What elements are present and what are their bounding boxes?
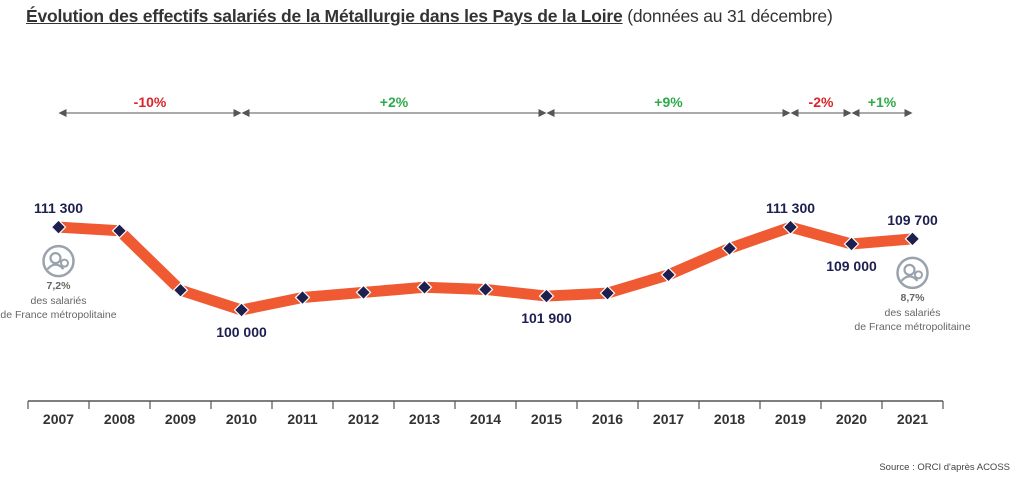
x-tick-label: 2011 bbox=[287, 411, 318, 427]
data-label: 111 300 bbox=[34, 200, 83, 216]
data-point bbox=[660, 266, 677, 283]
data-labels: 111 300 100 000 101 900 111 300 109 000 109 7… bbox=[34, 200, 938, 340]
x-tick-label: 2020 bbox=[836, 411, 867, 427]
share-percent: 7,2% bbox=[47, 280, 72, 292]
x-tick-label: 2016 bbox=[592, 411, 623, 427]
series-line-path bbox=[53, 221, 918, 316]
period-arrows: -10% +2% +9% -2% +1% bbox=[58, 94, 913, 117]
title-subtitle: (données au 31 décembre) bbox=[627, 6, 833, 26]
period-change-label: +1% bbox=[868, 94, 897, 110]
data-points bbox=[50, 219, 921, 318]
period-change-label: -2% bbox=[809, 94, 834, 110]
share-line-1: des salariés bbox=[30, 295, 86, 307]
data-point bbox=[111, 222, 128, 239]
data-label: 109 700 bbox=[887, 212, 938, 228]
data-label: 101 900 bbox=[521, 310, 572, 326]
x-tick-label: 2013 bbox=[409, 411, 440, 427]
x-tick-label: 2018 bbox=[714, 411, 745, 427]
period-change-label: -10% bbox=[134, 94, 167, 110]
x-axis: 2007 2008 2009 2010 2011 2012 2013 2014 2015 2016… bbox=[27, 400, 944, 427]
data-point bbox=[172, 282, 189, 299]
data-point bbox=[355, 284, 372, 301]
user-group-icon bbox=[896, 256, 929, 290]
share-line-2: de France métropolitaine bbox=[854, 321, 970, 333]
data-label: 111 300 bbox=[766, 200, 815, 216]
data-point bbox=[538, 288, 555, 304]
title-main: Évolution des effectifs salariés de la M… bbox=[26, 6, 623, 26]
share-line-1: des salariés bbox=[884, 307, 940, 319]
share-line-2: de France métropolitaine bbox=[0, 309, 116, 321]
annotations: 7,2% des salariés de France métropolitaine… bbox=[0, 244, 971, 333]
chart-title: Évolution des effectifs salariés de la M… bbox=[26, 6, 833, 27]
x-tick-label: 2019 bbox=[775, 411, 806, 427]
share-percent: 8,7% bbox=[901, 292, 926, 304]
x-tick-label: 2015 bbox=[531, 411, 562, 427]
data-point bbox=[721, 240, 738, 257]
x-tick-label: 2017 bbox=[653, 411, 684, 427]
series-line bbox=[53, 221, 918, 316]
x-tick-label: 2010 bbox=[226, 411, 257, 427]
data-point bbox=[416, 279, 433, 296]
period-change-label: +2% bbox=[380, 94, 409, 110]
data-point bbox=[233, 302, 250, 318]
x-tick-label: 2012 bbox=[348, 411, 379, 427]
period-change-label: +9% bbox=[654, 94, 683, 110]
x-tick-label: 2021 bbox=[897, 411, 928, 427]
data-label: 100 000 bbox=[216, 324, 267, 340]
x-tick-label: 2014 bbox=[470, 411, 501, 427]
source-note: Source : ORCI d'après ACOSS bbox=[879, 462, 1010, 473]
data-point bbox=[50, 219, 67, 235]
x-tick-label: 2009 bbox=[165, 411, 196, 427]
x-tick-label: 2008 bbox=[104, 411, 135, 427]
user-group-icon bbox=[42, 244, 75, 278]
x-tick-label: 2007 bbox=[43, 411, 74, 427]
data-point bbox=[843, 236, 860, 252]
data-point bbox=[782, 219, 799, 235]
data-point bbox=[294, 289, 311, 306]
data-point bbox=[599, 285, 616, 301]
data-point bbox=[477, 281, 494, 298]
data-label: 109 000 bbox=[826, 258, 877, 274]
data-point bbox=[904, 231, 921, 247]
